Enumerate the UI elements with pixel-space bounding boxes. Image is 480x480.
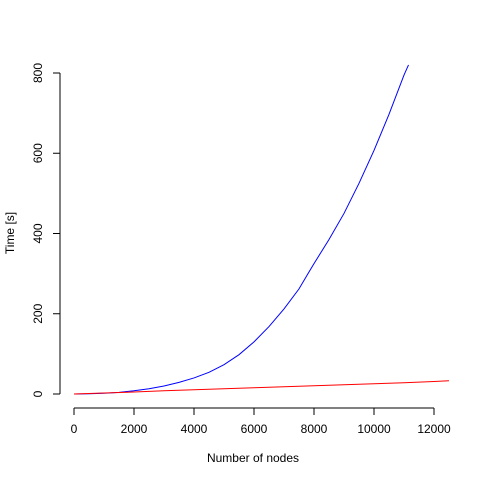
x-tick-label: 6000 (241, 422, 268, 436)
x-tick-label: 12000 (417, 422, 451, 436)
x-axis-label: Number of nodes (207, 451, 299, 465)
x-axis: 0 2000 4000 6000 8000 10000 12000 (71, 407, 451, 436)
x-tick-label: 0 (71, 422, 78, 436)
y-axis-label: Time [s] (3, 212, 17, 254)
series-line-2 (73, 380, 450, 395)
x-tick-label: 4000 (181, 422, 208, 436)
plot-area (73, 64, 450, 395)
y-tick-label: 800 (31, 63, 45, 83)
series-line-1 (73, 64, 409, 395)
x-tick-label: 10000 (357, 422, 391, 436)
y-tick-label: 0 (31, 390, 45, 397)
y-axis: 0 200 400 600 800 (31, 63, 61, 397)
y-tick-label: 400 (31, 223, 45, 243)
y-tick-label: 200 (31, 303, 45, 323)
x-tick-label: 8000 (301, 422, 328, 436)
y-tick-label: 600 (31, 143, 45, 163)
x-tick-label: 2000 (121, 422, 148, 436)
